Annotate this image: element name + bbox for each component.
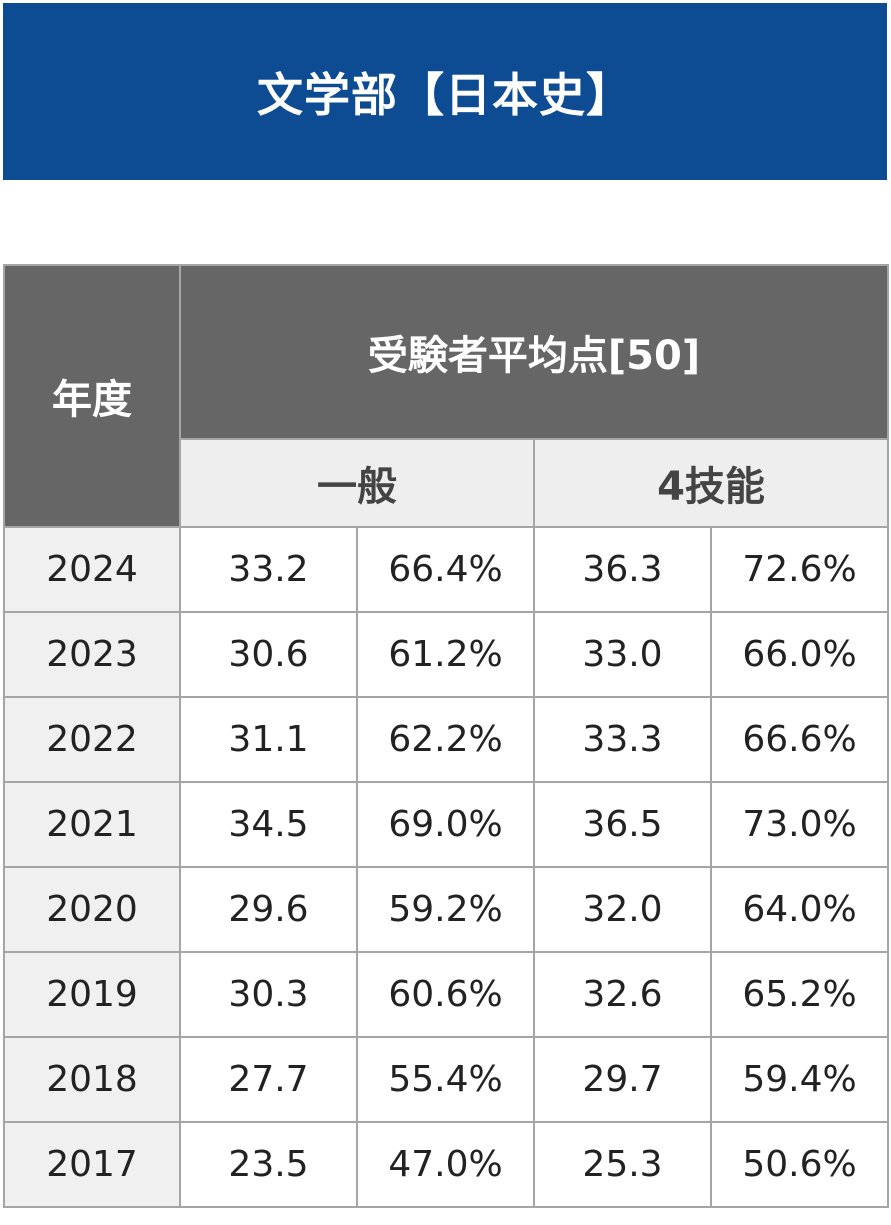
four-skills-percent-cell: 66.0% xyxy=(709,611,890,698)
table-row: 2018 27.7 55.4% 29.7 59.4% xyxy=(3,1036,890,1123)
page-title: 文学部【日本史】 xyxy=(257,67,633,122)
four-skills-percent-cell: 64.0% xyxy=(709,866,890,953)
general-score-cell: 33.2 xyxy=(179,526,358,613)
table-row: 2017 23.5 47.0% 25.3 50.6% xyxy=(3,1121,890,1208)
general-score-cell: 34.5 xyxy=(179,781,358,868)
general-score-cell: 29.6 xyxy=(179,866,358,953)
general-percent-cell: 47.0% xyxy=(356,1121,535,1208)
general-percent-cell: 66.4% xyxy=(356,526,535,613)
year-cell: 2018 xyxy=(3,1036,181,1123)
header-row-sub: 一般 4技能 xyxy=(4,438,890,528)
general-percent-cell: 55.4% xyxy=(356,1036,535,1123)
four-skills-percent-cell: 72.6% xyxy=(709,526,890,613)
four-skills-percent-cell: 66.6% xyxy=(709,696,890,783)
general-percent-cell: 60.6% xyxy=(356,951,535,1038)
year-cell: 2019 xyxy=(3,951,181,1038)
four-skills-score-cell: 32.6 xyxy=(533,951,712,1038)
general-score-cell: 30.6 xyxy=(179,611,358,698)
four-skills-score-cell: 33.0 xyxy=(533,611,712,698)
general-percent-cell: 62.2% xyxy=(356,696,535,783)
table-row: 2020 29.6 59.2% 32.0 64.0% xyxy=(3,866,890,953)
four-skills-header: 4技能 xyxy=(532,438,890,528)
year-cell: 2017 xyxy=(3,1121,181,1208)
year-header: 年度 xyxy=(3,264,181,528)
four-skills-percent-cell: 50.6% xyxy=(709,1121,890,1208)
year-cell: 2024 xyxy=(3,526,181,613)
four-skills-percent-cell: 73.0% xyxy=(709,781,890,868)
title-banner: 文学部【日本史】 xyxy=(3,3,887,180)
four-skills-score-cell: 32.0 xyxy=(533,866,712,953)
scores-table: 年度 受験者平均点[50] 一般 4技能 2024 33.2 66.4% 36.3 72… xyxy=(3,264,890,1208)
four-skills-score-cell: 33.3 xyxy=(533,696,712,783)
four-skills-percent-cell: 65.2% xyxy=(709,951,890,1038)
general-percent-cell: 69.0% xyxy=(356,781,535,868)
four-skills-percent-cell: 59.4% xyxy=(709,1036,890,1123)
general-score-cell: 23.5 xyxy=(179,1121,358,1208)
table-row: 2023 30.6 61.2% 33.0 66.0% xyxy=(3,611,890,698)
year-cell: 2023 xyxy=(3,611,181,698)
four-skills-score-cell: 29.7 xyxy=(533,1036,712,1123)
general-score-cell: 31.1 xyxy=(179,696,358,783)
table-row: 2022 31.1 62.2% 33.3 66.6% xyxy=(3,696,890,783)
table-row: 2021 34.5 69.0% 36.5 73.0% xyxy=(3,781,890,868)
table-row: 2024 33.2 66.4% 36.3 72.6% xyxy=(3,526,890,613)
year-cell: 2020 xyxy=(3,866,181,953)
general-header: 一般 xyxy=(179,438,535,528)
general-score-cell: 30.3 xyxy=(179,951,358,1038)
four-skills-score-cell: 36.5 xyxy=(533,781,712,868)
year-cell: 2021 xyxy=(3,781,181,868)
general-percent-cell: 59.2% xyxy=(356,866,535,953)
table-row: 2019 30.3 60.6% 32.6 65.2% xyxy=(3,951,890,1038)
four-skills-score-cell: 36.3 xyxy=(533,526,712,613)
four-skills-score-cell: 25.3 xyxy=(533,1121,712,1208)
general-score-cell: 27.7 xyxy=(179,1036,358,1123)
header-row-main: 年度 受験者平均点[50] xyxy=(3,264,890,528)
average-score-header: 受験者平均点[50] xyxy=(178,264,890,440)
year-cell: 2022 xyxy=(3,696,181,783)
general-percent-cell: 61.2% xyxy=(356,611,535,698)
